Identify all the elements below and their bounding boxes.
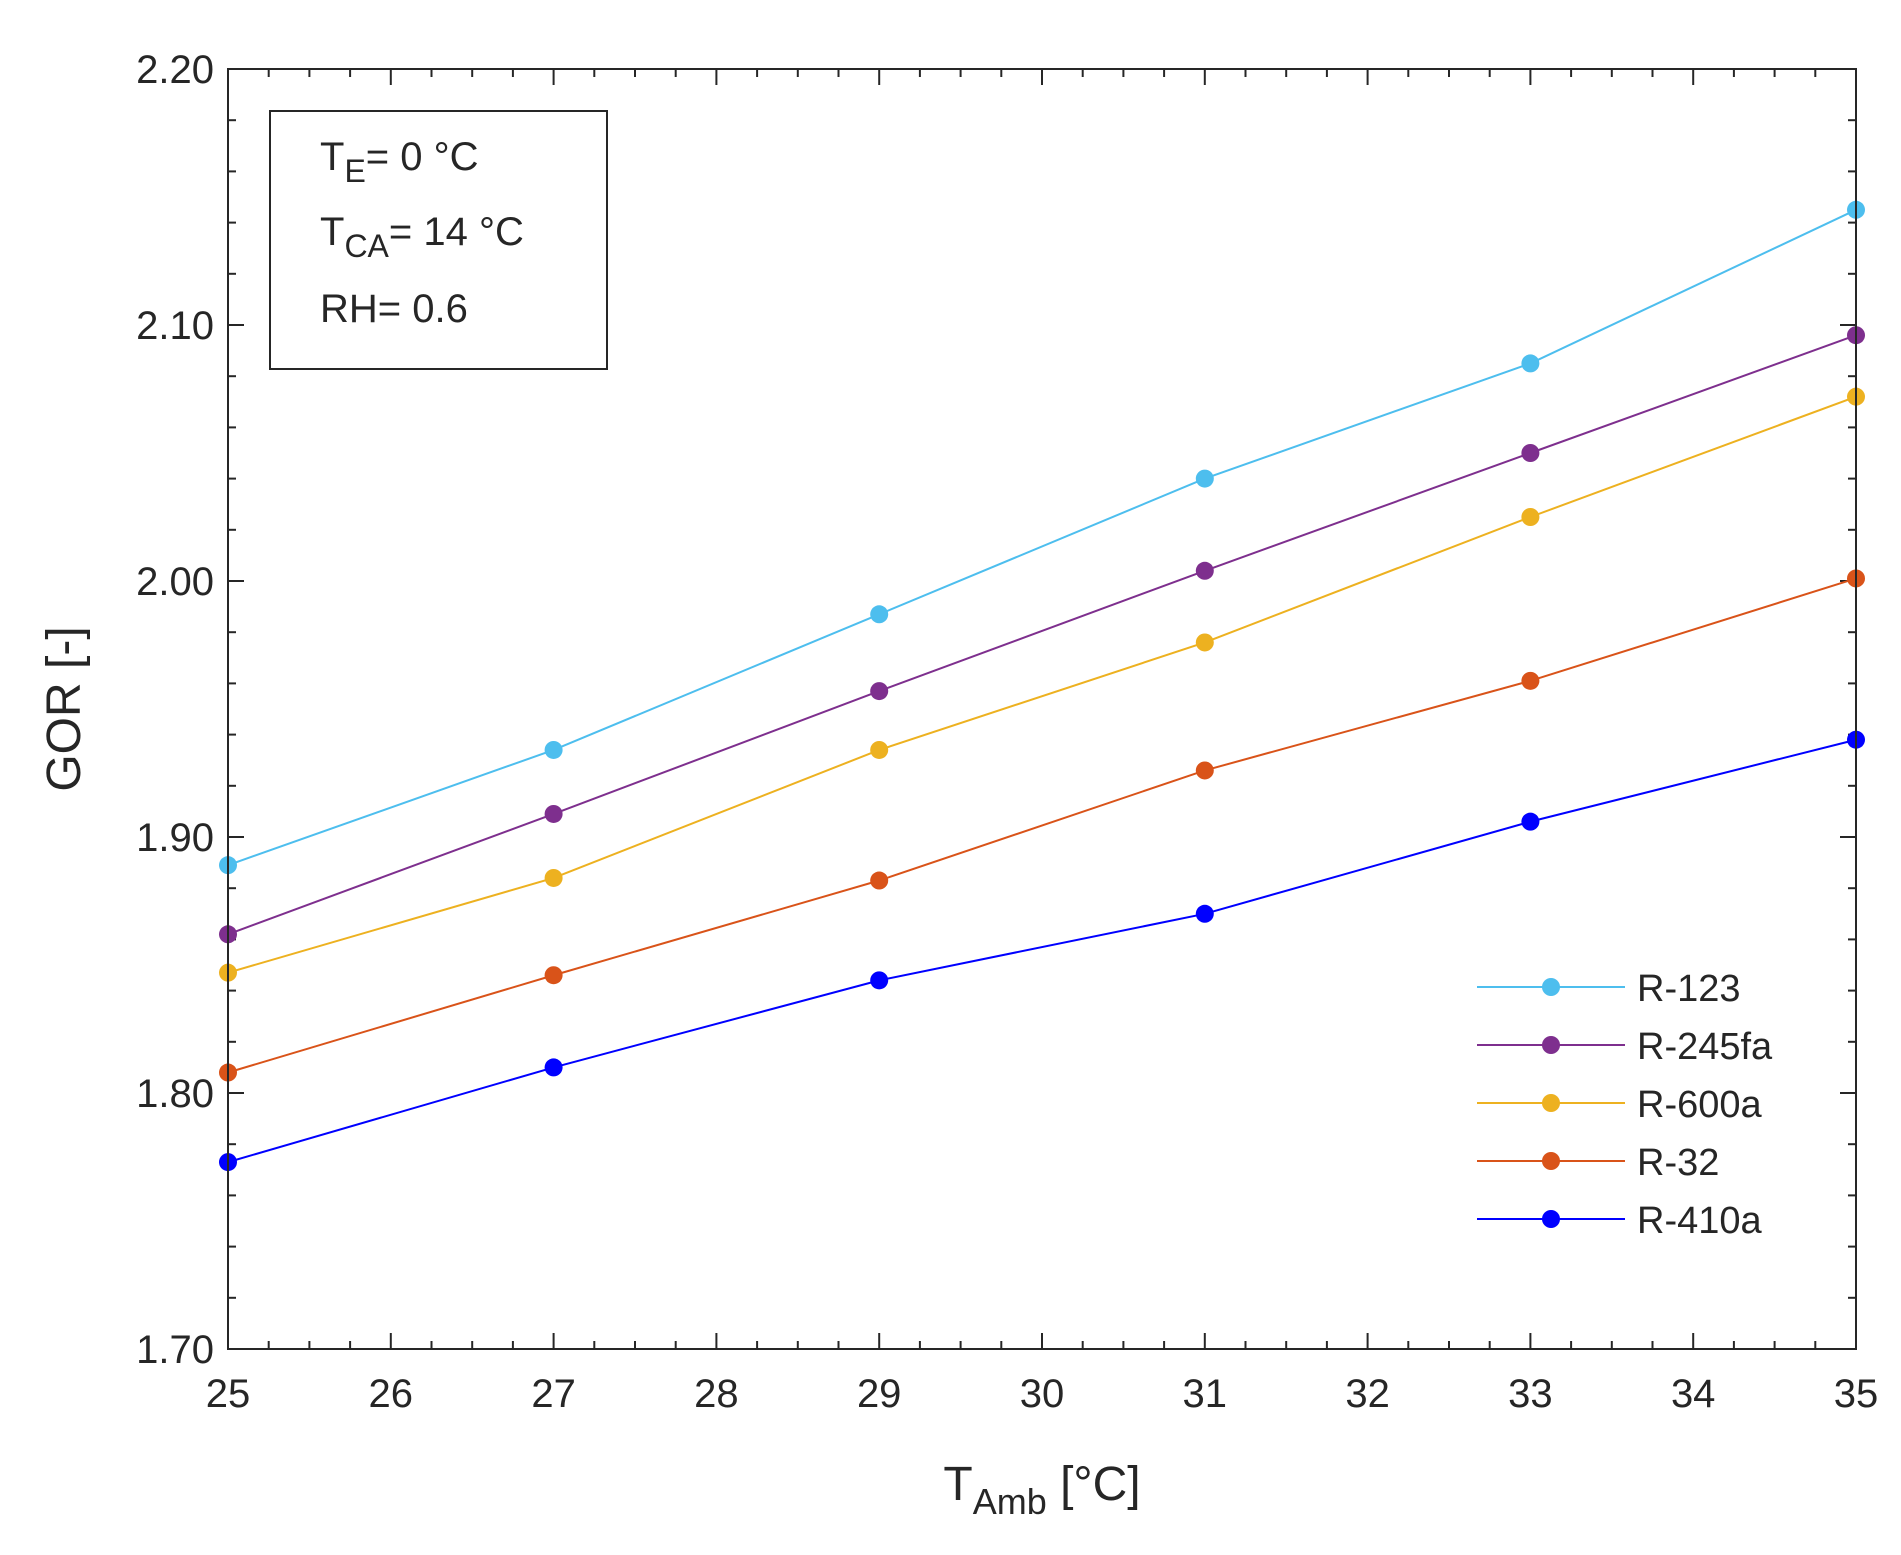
legend-label: R-410a [1637, 1200, 1762, 1242]
y-axis-label: GOR [-] [38, 626, 91, 791]
x-axis-label-symbol: T [943, 1458, 972, 1511]
x-tick-label: 35 [1834, 1372, 1879, 1416]
data-point [1195, 761, 1214, 780]
annotation-subscript: CA [344, 228, 389, 264]
x-tick-label: 31 [1183, 1372, 1228, 1416]
legend-marker [1542, 1094, 1560, 1112]
x-tick-label: 28 [694, 1372, 739, 1416]
annotation-subscript: E [344, 153, 365, 189]
y-tick-label: 1.80 [136, 1072, 214, 1116]
data-point [544, 868, 563, 887]
data-point [1521, 812, 1540, 831]
data-point [544, 804, 563, 823]
data-point [1521, 354, 1540, 373]
y-tick-label: 2.10 [136, 304, 214, 348]
series-line [227, 577, 1857, 1074]
x-tick-label: 26 [369, 1372, 414, 1416]
data-point [544, 966, 563, 985]
x-tick-labels: 25 26 27 28 29 30 31 32 33 34 35 [206, 1372, 1879, 1416]
y-tick-labels: 1.70 1.80 1.90 2.00 2.10 2.20 [136, 48, 214, 1372]
legend-label: R-123 [1637, 968, 1741, 1010]
data-point [870, 682, 889, 701]
annotation-line-evaporator-temp: TE= 0 °C [320, 135, 479, 189]
annotation-value: = 0 °C [366, 135, 479, 179]
series-line [227, 208, 1857, 867]
data-point [870, 740, 889, 759]
annotation-box [269, 110, 608, 370]
series-R-410a [219, 730, 1865, 1172]
x-tick-label: 27 [531, 1372, 576, 1416]
x-axis-label: TAmb [°C] [943, 1458, 1140, 1522]
series-R-600a [219, 387, 1865, 982]
data-point [870, 971, 889, 990]
data-point [1195, 469, 1214, 488]
legend-item: R-410a [1477, 1200, 1762, 1242]
legend-marker [1542, 1152, 1560, 1170]
y-tick-label: 2.20 [136, 48, 214, 92]
data-point [870, 871, 889, 890]
conditions-annotation: TE= 0 °C TCA= 14 °C RH= 0.6 [269, 110, 608, 370]
data-point [1195, 561, 1214, 580]
data-point [1521, 671, 1540, 690]
series-line [227, 395, 1857, 974]
x-tick-label: 32 [1345, 1372, 1390, 1416]
legend-marker [1542, 978, 1560, 996]
legend-item: R-123 [1477, 968, 1741, 1010]
legend-item: R-600a [1477, 1084, 1762, 1126]
legend-label: R-32 [1637, 1142, 1719, 1184]
series-line [227, 334, 1857, 936]
data-point [1195, 633, 1214, 652]
data-point [544, 1058, 563, 1077]
series-R-32 [219, 569, 1865, 1082]
data-point [544, 740, 563, 759]
x-tick-label: 25 [206, 1372, 251, 1416]
y-tick-label: 1.70 [136, 1328, 214, 1372]
series-line [227, 738, 1857, 1164]
y-tick-label: 2.00 [136, 560, 214, 604]
legend: R-123 R-245fa R-600a R-32 R-410a [1477, 968, 1773, 1242]
x-tick-label: 29 [857, 1372, 902, 1416]
x-tick-label: 34 [1671, 1372, 1716, 1416]
data-point [1521, 444, 1540, 462]
x-tick-label: 30 [1020, 1372, 1065, 1416]
legend-item: R-32 [1477, 1142, 1719, 1184]
legend-label: R-245fa [1637, 1026, 1773, 1068]
data-point [870, 605, 889, 624]
legend-item: R-245fa [1477, 1026, 1773, 1068]
x-tick-label: 33 [1508, 1372, 1553, 1416]
x-axis-label-subscript: Amb [973, 1481, 1047, 1522]
legend-marker [1542, 1036, 1560, 1054]
y-tick-label: 1.90 [136, 816, 214, 860]
legend-marker [1542, 1210, 1560, 1228]
legend-label: R-600a [1637, 1084, 1762, 1126]
data-point [1195, 904, 1214, 923]
annotation-value: = 14 °C [389, 210, 524, 254]
plot-frame [227, 68, 1857, 1350]
annotation-symbol: T [320, 135, 344, 179]
series-R-245fa [219, 326, 1865, 944]
annotation-line-ca-temp: TCA= 14 °C [320, 210, 524, 264]
x-axis-label-unit: [°C] [1047, 1458, 1141, 1511]
annotation-line-humidity: RH= 0.6 [320, 287, 468, 331]
data-point [1521, 508, 1540, 526]
annotation-symbol: T [320, 210, 344, 254]
